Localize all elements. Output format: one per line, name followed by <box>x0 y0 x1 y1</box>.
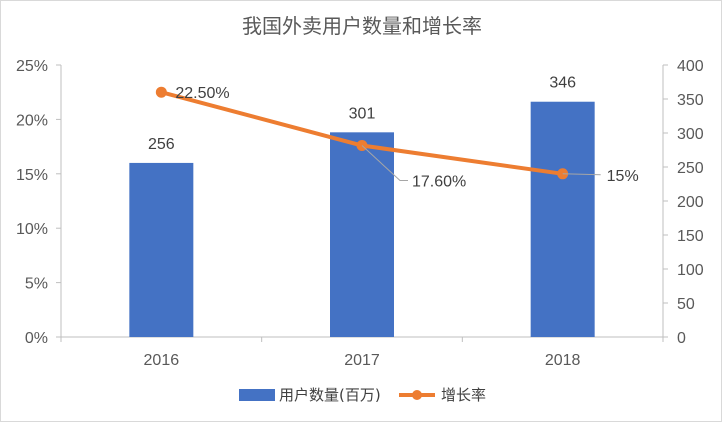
chart-title: 我国外卖用户数量和增长率 <box>242 14 482 38</box>
legend-swatch-bars <box>239 389 275 401</box>
bar-value-label: 346 <box>549 75 576 92</box>
line-value-label: 22.50% <box>175 85 229 102</box>
x-tick-label: 2018 <box>545 352 581 369</box>
y-right-tick-label: 50 <box>677 296 695 313</box>
y-left-tick-label: 10% <box>16 221 48 238</box>
bar <box>530 101 595 337</box>
x-tick-label: 2016 <box>144 352 180 369</box>
leader-line <box>361 145 408 182</box>
y-right-tick-label: 200 <box>677 194 704 211</box>
y-right-tick-label: 300 <box>677 126 704 143</box>
data-labels: 256 301 346 22.50% 17.60% 15% <box>148 75 639 191</box>
y-right-tick-label: 0 <box>677 330 686 347</box>
y-right-tick-label: 250 <box>677 160 704 177</box>
legend-swatch-marker <box>412 390 422 400</box>
y-right-tick-label: 150 <box>677 228 704 245</box>
bar-value-label: 301 <box>349 105 376 122</box>
y-left-tick-label: 5% <box>25 276 48 293</box>
leader-line <box>562 173 601 176</box>
y-left-tick-label: 25% <box>16 58 48 75</box>
growth-point <box>155 86 167 98</box>
x-tick-label: 2017 <box>344 352 380 369</box>
line-value-label: 17.60% <box>412 174 466 191</box>
legend-label-line: 增长率 <box>441 386 486 404</box>
bar-value-label: 256 <box>148 136 175 153</box>
legend: 用户数量(百万) 增长率 <box>239 386 486 404</box>
y-right-tick-label: 100 <box>677 262 704 279</box>
y-left-tick-label: 20% <box>16 112 48 129</box>
y-right-tick-label: 350 <box>677 92 704 109</box>
y-left-tick-label: 0% <box>25 330 48 347</box>
y-left-tick-label: 15% <box>16 167 48 184</box>
y-right-tick-label: 400 <box>677 58 704 75</box>
legend-label-bars: 用户数量(百万) <box>279 386 381 404</box>
bar <box>330 132 394 337</box>
bar <box>129 162 194 337</box>
line-value-label: 15% <box>607 168 639 185</box>
bar-series <box>129 101 595 337</box>
axes: 0% 5% 10% 15% 20% 25% 0 50 100 150 200 250 300 350 400… <box>16 58 704 369</box>
